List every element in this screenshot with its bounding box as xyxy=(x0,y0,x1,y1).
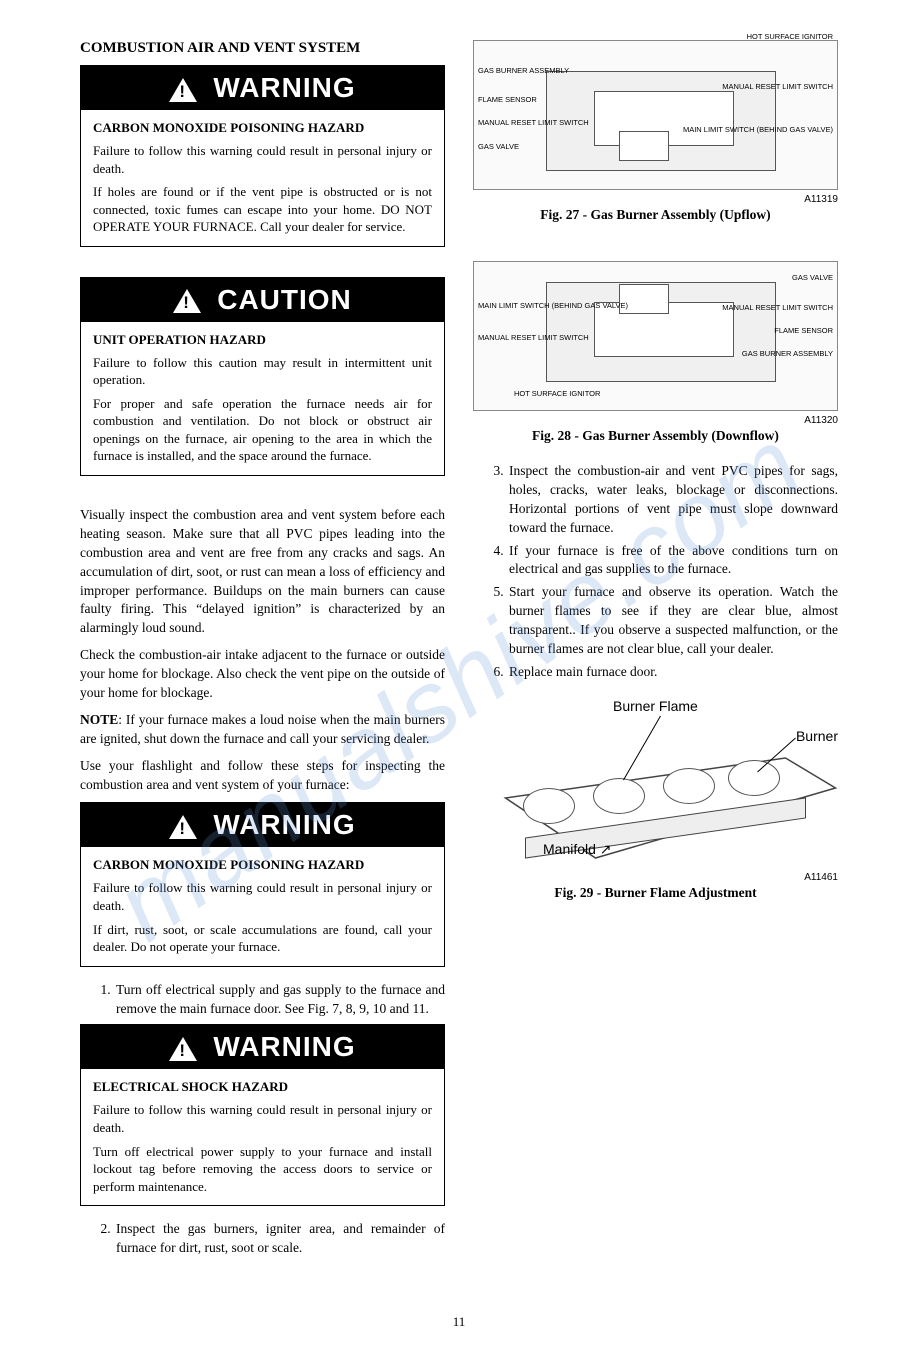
warning-header: WARNING xyxy=(81,1025,444,1069)
warning-header: WARNING xyxy=(81,66,444,110)
list-item: If your furnace is free of the above con… xyxy=(507,542,838,580)
fig-label: Burner Flame xyxy=(613,698,698,714)
warning-icon xyxy=(169,78,197,102)
fig-label: HOT SURFACE IGNITOR xyxy=(747,33,833,41)
fig-label: GAS VALVE xyxy=(478,143,519,151)
caution-header: CAUTION xyxy=(81,278,444,322)
hazard-title: UNIT OPERATION HAZARD xyxy=(93,332,432,348)
fig-label: HOT SURFACE IGNITOR xyxy=(514,390,600,398)
caution-text: For proper and safe operation the furnac… xyxy=(93,395,432,465)
figure-id: A11461 xyxy=(473,872,838,883)
warning-box-2: WARNING CARBON MONOXIDE POISONING HAZARD… xyxy=(80,802,445,966)
warning-label: WARNING xyxy=(213,72,355,103)
list-item: Replace main furnace door. xyxy=(507,663,838,682)
warning-text: Failure to follow this warning could res… xyxy=(93,879,432,914)
note-label: NOTE xyxy=(80,712,118,727)
body-paragraph: Visually inspect the combustion area and… xyxy=(80,506,445,638)
left-column: COMBUSTION AIR AND VENT SYSTEM WARNING C… xyxy=(80,40,445,1264)
list-item: Inspect the gas burners, igniter area, a… xyxy=(114,1220,445,1258)
warning-box-3: WARNING ELECTRICAL SHOCK HAZARD Failure … xyxy=(80,1024,445,1206)
step-list: Turn off electrical supply and gas suppl… xyxy=(80,981,445,1019)
warning-icon xyxy=(169,1037,197,1061)
warning-text: Turn off electrical power supply to your… xyxy=(93,1143,432,1196)
figure-caption: Fig. 27 - Gas Burner Assembly (Upflow) xyxy=(473,207,838,223)
warning-label: WARNING xyxy=(213,1031,355,1062)
figure-28: GAS VALVE MAIN LIMIT SWITCH (BEHIND GAS … xyxy=(473,261,838,444)
fig-label: GAS VALVE xyxy=(792,274,833,282)
hazard-title: ELECTRICAL SHOCK HAZARD xyxy=(93,1079,432,1095)
step-list: Inspect the combustion-air and vent PVC … xyxy=(473,462,838,682)
hazard-title: CARBON MONOXIDE POISONING HAZARD xyxy=(93,857,432,873)
figure-id: A11319 xyxy=(473,194,838,205)
warning-icon xyxy=(173,289,201,313)
fig-label: Manifold ↗ xyxy=(543,841,612,858)
diagram-upflow: HOT SURFACE IGNITOR GAS BURNER ASSEMBLY … xyxy=(473,40,838,190)
fig-label: FLAME SENSOR xyxy=(774,327,833,335)
figure-id: A11320 xyxy=(473,415,838,426)
fig-label: MANUAL RESET LIMIT SWITCH xyxy=(722,83,833,91)
warning-icon xyxy=(169,815,197,839)
warning-header: WARNING xyxy=(81,803,444,847)
warning-text: Failure to follow this warning could res… xyxy=(93,1101,432,1136)
fig-label: MANUAL RESET LIMIT SWITCH xyxy=(478,119,589,127)
caution-box-1: CAUTION UNIT OPERATION HAZARD Failure to… xyxy=(80,277,445,476)
figure-caption: Fig. 29 - Burner Flame Adjustment xyxy=(473,885,838,901)
body-paragraph: Check the combustion-air intake adjacent… xyxy=(80,646,445,703)
fig-label: FLAME SENSOR xyxy=(478,96,537,104)
page-number: 11 xyxy=(80,1314,838,1330)
note-text: : If your furnace makes a loud noise whe… xyxy=(80,712,445,746)
figure-caption: Fig. 28 - Gas Burner Assembly (Downflow) xyxy=(473,428,838,444)
diagram-burner-flame: Burner Flame Burner Manifold ↗ xyxy=(473,698,838,868)
caution-label: CAUTION xyxy=(217,284,352,315)
list-item: Turn off electrical supply and gas suppl… xyxy=(114,981,445,1019)
list-item: Start your furnace and observe its opera… xyxy=(507,583,838,659)
fig-label: GAS BURNER ASSEMBLY xyxy=(478,67,569,75)
warning-box-1: WARNING CARBON MONOXIDE POISONING HAZARD… xyxy=(80,65,445,247)
body-paragraph: Use your flashlight and follow these ste… xyxy=(80,757,445,795)
list-item: Inspect the combustion-air and vent PVC … xyxy=(507,462,838,538)
warning-text: If holes are found or if the vent pipe i… xyxy=(93,183,432,236)
warning-text: Failure to follow this warning could res… xyxy=(93,142,432,177)
step-list: Inspect the gas burners, igniter area, a… xyxy=(80,1220,445,1258)
right-column: HOT SURFACE IGNITOR GAS BURNER ASSEMBLY … xyxy=(473,40,838,1264)
caution-text: Failure to follow this caution may resul… xyxy=(93,354,432,389)
hazard-title: CARBON MONOXIDE POISONING HAZARD xyxy=(93,120,432,136)
diagram-downflow: GAS VALVE MAIN LIMIT SWITCH (BEHIND GAS … xyxy=(473,261,838,411)
figure-29: Burner Flame Burner Manifold ↗ A11461 Fi… xyxy=(473,698,838,901)
fig-label: MANUAL RESET LIMIT SWITCH xyxy=(478,334,589,342)
fig-label: GAS BURNER ASSEMBLY xyxy=(742,350,833,358)
fig-label: MANUAL RESET LIMIT SWITCH xyxy=(722,304,833,312)
warning-text: If dirt, rust, soot, or scale accumulati… xyxy=(93,921,432,956)
fig-label: MAIN LIMIT SWITCH (BEHIND GAS VALVE) xyxy=(683,126,833,134)
body-paragraph: NOTE: If your furnace makes a loud noise… xyxy=(80,711,445,749)
fig-label: Burner xyxy=(796,728,838,744)
section-title: COMBUSTION AIR AND VENT SYSTEM xyxy=(80,40,445,57)
fig-label: MAIN LIMIT SWITCH (BEHIND GAS VALVE) xyxy=(478,302,628,310)
figure-27: HOT SURFACE IGNITOR GAS BURNER ASSEMBLY … xyxy=(473,40,838,223)
warning-label: WARNING xyxy=(213,809,355,840)
